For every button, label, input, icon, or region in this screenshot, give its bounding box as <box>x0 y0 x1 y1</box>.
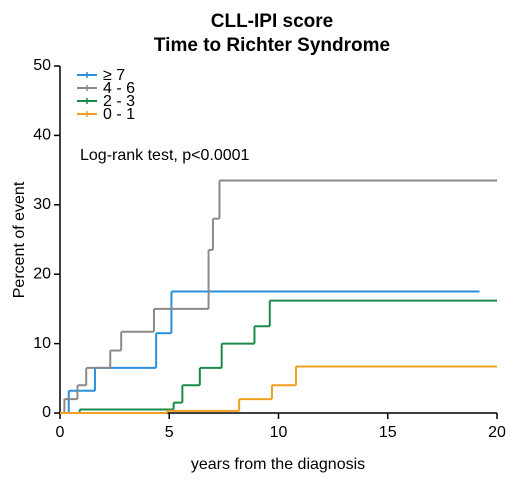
x-tick-label: 20 <box>488 424 506 441</box>
y-tick-label: 50 <box>33 57 51 74</box>
x-axis-label: years from the diagnosis <box>191 456 365 473</box>
y-tick-label: 40 <box>33 127 51 144</box>
x-tick-label: 5 <box>165 424 174 441</box>
x-tick-label: 10 <box>270 424 288 441</box>
chart-title: CLL-IPI score <box>211 11 333 32</box>
x-tick-label: 15 <box>379 424 397 441</box>
y-tick-label: 0 <box>42 404 51 421</box>
y-tick-label: 20 <box>33 265 51 282</box>
legend-label: 4 - 6 <box>103 80 135 97</box>
y-axis-label: Percent of event <box>11 181 28 298</box>
y-tick-label: 30 <box>33 196 51 213</box>
annotation: Log-rank test, p<0.0001 <box>80 147 250 164</box>
chart-subtitle: Time to Richter Syndrome <box>154 35 390 56</box>
x-tick-label: 0 <box>56 424 65 441</box>
legend-label: ≥ 7 <box>103 67 125 84</box>
legend-label: 0 - 1 <box>103 106 135 123</box>
y-tick-label: 10 <box>33 335 51 352</box>
legend-label: 2 - 3 <box>103 93 135 110</box>
